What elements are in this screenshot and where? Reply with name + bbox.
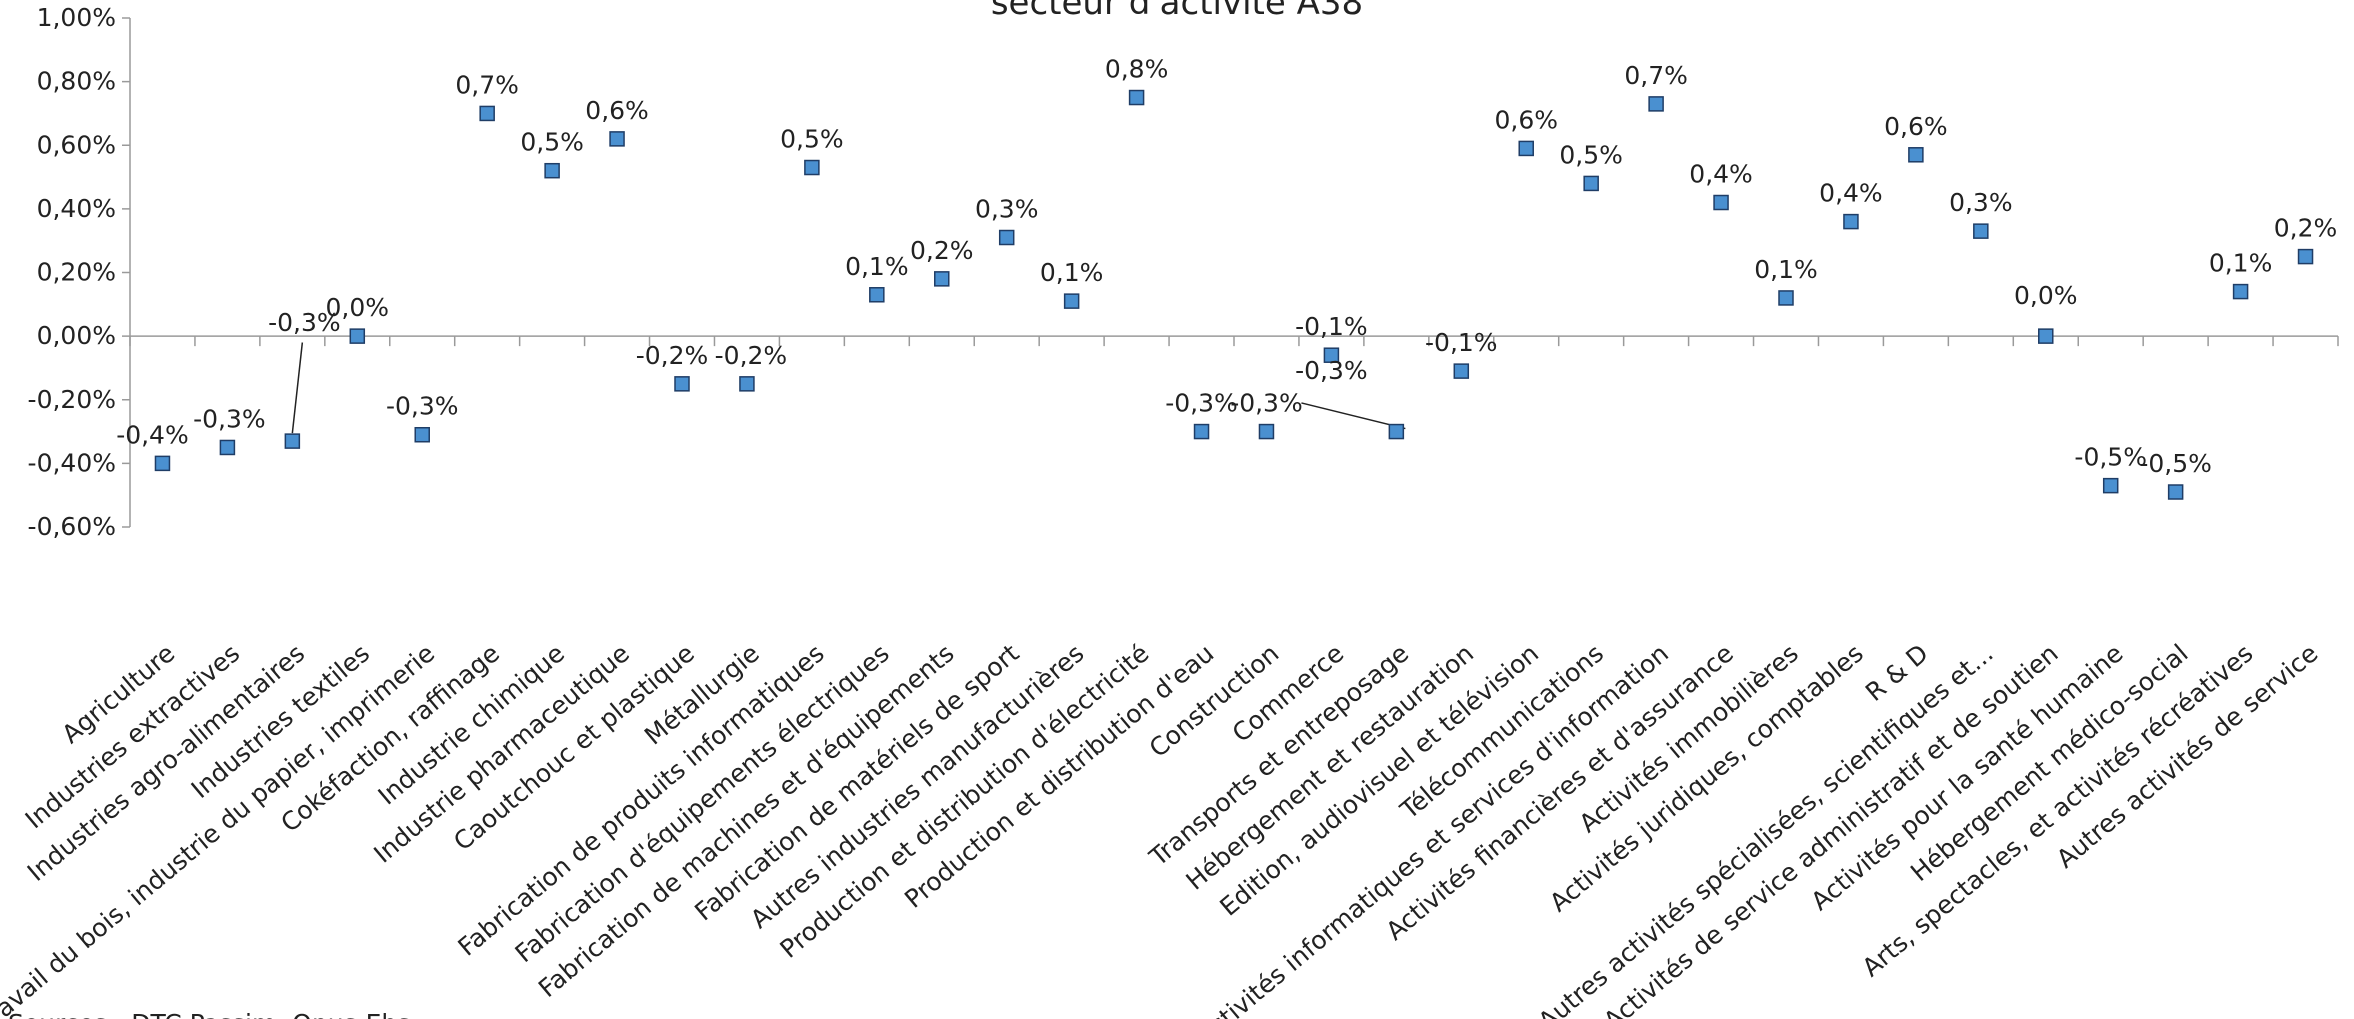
- data-label: 0,1%: [2209, 249, 2273, 278]
- data-label: -0,1%: [1295, 312, 1368, 341]
- data-point: [544, 162, 560, 179]
- data-label: 0,0%: [326, 293, 390, 322]
- data-point: [934, 271, 950, 287]
- data-point: [219, 439, 236, 456]
- data-point: [1258, 423, 1275, 440]
- data-label: -0,2%: [715, 341, 788, 370]
- data-label: -0,5%: [2139, 449, 2212, 478]
- data-point: [2297, 248, 2314, 265]
- data-label: -0,3%: [1295, 356, 1368, 385]
- data-label: 0,6%: [1494, 105, 1558, 134]
- data-point: [869, 287, 885, 303]
- data-label: 0,4%: [1689, 160, 1753, 189]
- data-point: [1713, 194, 1729, 211]
- data-label: -0,3%: [1165, 389, 1238, 418]
- data-label: -0,2%: [636, 341, 709, 370]
- y-tick-label: 0,40%: [37, 194, 116, 223]
- data-point: [1193, 423, 1210, 440]
- data-label: 0,6%: [585, 96, 649, 125]
- label-leader-lines: [291, 342, 1406, 434]
- label-leader-line: [1301, 402, 1406, 430]
- data-label: 0,5%: [780, 125, 844, 154]
- data-label: 0,5%: [1559, 140, 1623, 169]
- data-label: -0,3%: [268, 308, 341, 337]
- x-axis: [129, 335, 2339, 347]
- data-label: -0,4%: [116, 420, 189, 449]
- y-tick-label: -0,40%: [28, 448, 116, 477]
- data-point: [1518, 140, 1534, 157]
- y-tick-label: 1,00%: [37, 3, 116, 32]
- data-point: [1453, 363, 1470, 379]
- data-point: [1843, 213, 1859, 230]
- data-label: 0,3%: [1949, 188, 2013, 217]
- data-label: 0,3%: [975, 195, 1039, 224]
- data-label: 0,1%: [1754, 255, 1818, 284]
- data-point: [1648, 96, 1664, 112]
- data-label: 0,7%: [455, 70, 519, 99]
- data-point: [674, 376, 690, 392]
- source-note: Sources : DTC Passim, Opus-Ebs: [8, 1009, 410, 1019]
- data-labels: -0,4%-0,3%-0,3%0,0%-0,3%0,7%0,5%0,6%-0,2…: [116, 55, 2337, 478]
- data-point: [1128, 89, 1145, 106]
- data-point: [414, 426, 430, 443]
- data-label: 0,4%: [1819, 179, 1883, 208]
- data-label: 0,7%: [1624, 61, 1688, 90]
- data-point: [479, 105, 495, 122]
- data-label: 0,5%: [520, 128, 584, 157]
- y-tick-label: -0,20%: [28, 385, 116, 414]
- data-label: -0,1%: [1425, 328, 1498, 357]
- data-label: 0,2%: [910, 236, 974, 265]
- data-label: 0,1%: [845, 252, 909, 281]
- y-tick-label: -0,60%: [28, 512, 116, 541]
- data-point: [1778, 290, 1794, 306]
- data-point: [2102, 477, 2119, 494]
- data-point: [284, 433, 301, 449]
- data-point: [998, 229, 1015, 246]
- y-tick-label: 0,00%: [37, 321, 116, 350]
- data-point: [2167, 484, 2184, 500]
- data-point: [1908, 147, 1924, 163]
- data-label: -0,5%: [2074, 443, 2147, 472]
- data-label: 0,6%: [1884, 112, 1948, 141]
- data-label: 0,8%: [1105, 55, 1169, 84]
- data-label: -0,3%: [1230, 389, 1303, 418]
- data-point: [1063, 293, 1080, 309]
- data-label: 0,2%: [2274, 214, 2338, 243]
- data-point: [609, 131, 625, 147]
- data-point: [1388, 423, 1405, 440]
- data-point: [154, 455, 171, 472]
- y-tick-label: 0,60%: [37, 130, 116, 159]
- data-label: 0,0%: [2014, 281, 2078, 310]
- y-tick-label: 0,20%: [37, 258, 116, 287]
- data-point: [1323, 347, 1340, 363]
- label-leader-line: [291, 342, 304, 434]
- data-label: -0,3%: [386, 392, 459, 421]
- data-point: [804, 159, 820, 176]
- y-tick-label: 0,80%: [37, 67, 116, 96]
- data-point: [2038, 328, 2054, 344]
- y-axis: 1,00% 0,80% 0,60% 0,40% 0,20% 0,00% -0,20% -0,4…: [28, 3, 131, 541]
- data-point: [2232, 283, 2249, 300]
- data-point: [349, 328, 366, 344]
- data-point: [1583, 175, 1599, 192]
- data-points: [154, 89, 2314, 500]
- chart-title: secteur d'activité A38: [991, 0, 1363, 23]
- category-label: Industries agro-alimentaires: [22, 639, 310, 887]
- data-label: -0,3%: [193, 404, 266, 433]
- data-point: [739, 376, 755, 392]
- data-point: [1973, 223, 1989, 239]
- data-label: 0,1%: [1040, 258, 1104, 287]
